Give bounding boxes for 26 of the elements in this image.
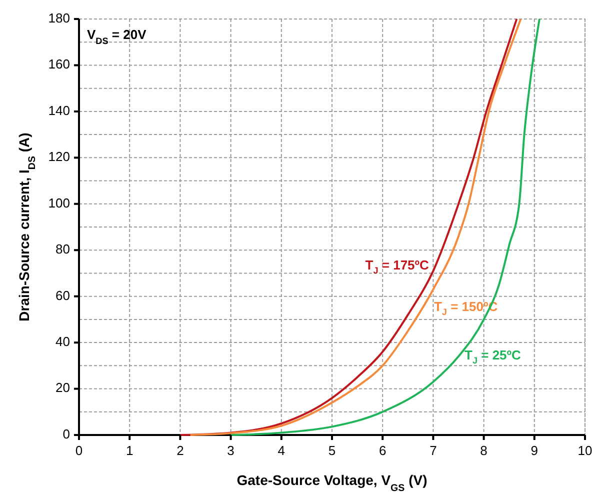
x-tick-label: 1 — [126, 443, 134, 458]
y-tick-label: 160 — [48, 56, 70, 72]
y-tick-label: 80 — [56, 242, 70, 257]
y-tick-label: 0 — [62, 426, 70, 442]
x-tick-label: 5 — [328, 443, 336, 458]
x-tick-label: 10 — [578, 443, 592, 458]
y-tick-label: 120 — [48, 149, 70, 164]
line-series — [230, 18, 540, 436]
y-tick-label: 140 — [48, 102, 70, 118]
y-tick-label: 60 — [56, 288, 70, 303]
x-tick-label: 9 — [530, 443, 538, 458]
x-axis-title: Gate-Source Voltage, V$_{GS}$ (V) — [236, 472, 428, 494]
y-tick-label: 40 — [56, 334, 70, 349]
series-label: T$_{J}$ = 175ºC — [365, 258, 430, 276]
y-tick-label: 180 — [48, 10, 70, 26]
annotation: V$_{DS}$ = 20V — [87, 27, 147, 46]
series-label: T$_{J}$ = 25ºC — [464, 348, 522, 366]
y-tick-label: 100 — [48, 195, 70, 210]
x-tick-label: 6 — [378, 443, 386, 458]
y-tick-label: 20 — [56, 380, 70, 396]
x-tick-label: 7 — [430, 443, 437, 458]
x-tick-label: 4 — [278, 443, 286, 458]
x-tick-label: 0 — [75, 443, 83, 458]
x-tick-label: 3 — [227, 443, 234, 458]
x-tick-label: 8 — [480, 443, 488, 458]
x-tick-label: 2 — [176, 443, 184, 458]
